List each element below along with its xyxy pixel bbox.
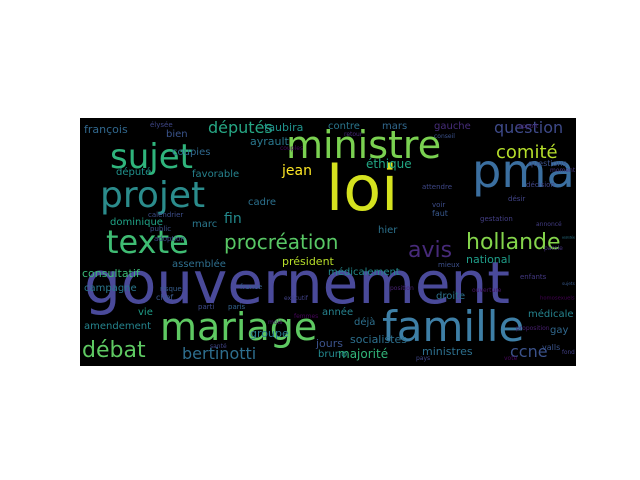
word: bertinotti <box>182 344 257 363</box>
word: gestation <box>480 215 513 223</box>
word: femmes <box>294 313 319 320</box>
word: député <box>116 167 152 178</box>
word: déjà <box>354 317 376 328</box>
word: parti <box>198 303 215 311</box>
word: questions <box>528 159 567 168</box>
word: désir <box>508 195 526 203</box>
word: exécutif <box>284 295 308 302</box>
word: ministres <box>422 345 473 358</box>
word: groupe <box>250 327 289 340</box>
word: ministre <box>286 123 442 167</box>
word: comité <box>496 142 558 163</box>
word: consultatif <box>82 267 140 280</box>
word: enfants <box>520 273 547 281</box>
word: position <box>390 285 414 292</box>
word: risque <box>160 285 182 293</box>
word: députés <box>208 118 273 137</box>
word: calendrier <box>148 211 184 219</box>
word: mieux <box>438 261 460 269</box>
word: gauche <box>434 121 471 132</box>
word: majorité <box>338 347 389 361</box>
word: paris <box>228 303 246 311</box>
word: mars <box>382 121 408 132</box>
word: projet <box>100 175 206 216</box>
word: hollande <box>466 230 561 255</box>
word: marc <box>192 219 218 230</box>
word: france <box>240 283 263 291</box>
word: élysée <box>150 121 173 129</box>
word: chef <box>156 293 174 302</box>
word: parole <box>544 245 563 252</box>
word: sujet <box>110 137 193 177</box>
word: bien <box>166 129 188 140</box>
word: voir <box>432 201 446 209</box>
word: médicalement <box>328 267 400 278</box>
word: couples <box>280 145 304 152</box>
word: débat <box>82 338 146 363</box>
word: question <box>494 118 564 137</box>
word: éthique <box>366 157 412 171</box>
word: président <box>282 255 334 268</box>
word: sujets <box>562 281 575 287</box>
word: conseil <box>434 133 455 140</box>
word: ccne <box>510 342 548 361</box>
word: homosexuels <box>540 295 575 302</box>
word: socialistes <box>350 333 407 346</box>
word: adoption <box>154 235 185 243</box>
word: proposition <box>516 325 550 332</box>
word: mariage <box>160 305 318 349</box>
word: fin <box>224 211 242 227</box>
word: avis <box>408 238 453 263</box>
word: assemblée <box>172 259 226 270</box>
word: texte <box>106 223 189 261</box>
word: ayrault <box>250 135 289 148</box>
word: bruno <box>318 349 348 360</box>
word: procréation <box>224 230 339 254</box>
word: moment <box>550 167 576 174</box>
word: jean <box>282 163 312 179</box>
word: national <box>466 253 511 266</box>
word: pays <box>416 355 431 362</box>
word: favorable <box>192 169 240 180</box>
word: annoncé <box>536 221 562 228</box>
word: décision <box>526 181 555 189</box>
word: rapport <box>516 123 539 130</box>
word: taubira <box>264 121 304 134</box>
word: contre <box>328 121 360 132</box>
word: gay <box>550 325 569 336</box>
word: médicale <box>528 309 574 320</box>
word: dominique <box>110 217 163 228</box>
word: gouvernement <box>84 249 511 317</box>
word: mois <box>268 319 283 326</box>
word: hier <box>378 225 398 236</box>
word: droite <box>436 291 466 302</box>
word: cadre <box>248 197 277 208</box>
word: vote <box>504 355 518 362</box>
word: retour <box>344 131 363 138</box>
word-cloud: pma gouvernement loi ministre famille ma… <box>80 118 576 366</box>
word: santé <box>210 343 227 350</box>
word: année <box>322 307 354 318</box>
word: jours <box>316 337 344 350</box>
word: attendre <box>422 183 452 191</box>
word: public <box>150 225 172 233</box>
word: campagne <box>84 283 137 294</box>
word: ouverture <box>472 287 502 294</box>
word: valls <box>542 343 561 352</box>
word: pma <box>472 144 575 199</box>
word: amendement <box>84 321 152 332</box>
word: coupies <box>172 147 211 158</box>
word: fond <box>562 349 575 356</box>
word: assistée <box>562 235 575 240</box>
word: famille <box>382 302 525 351</box>
word: vie <box>138 307 153 318</box>
word: françois <box>84 123 128 136</box>
word: faut <box>432 209 448 218</box>
word: loi <box>326 152 399 225</box>
